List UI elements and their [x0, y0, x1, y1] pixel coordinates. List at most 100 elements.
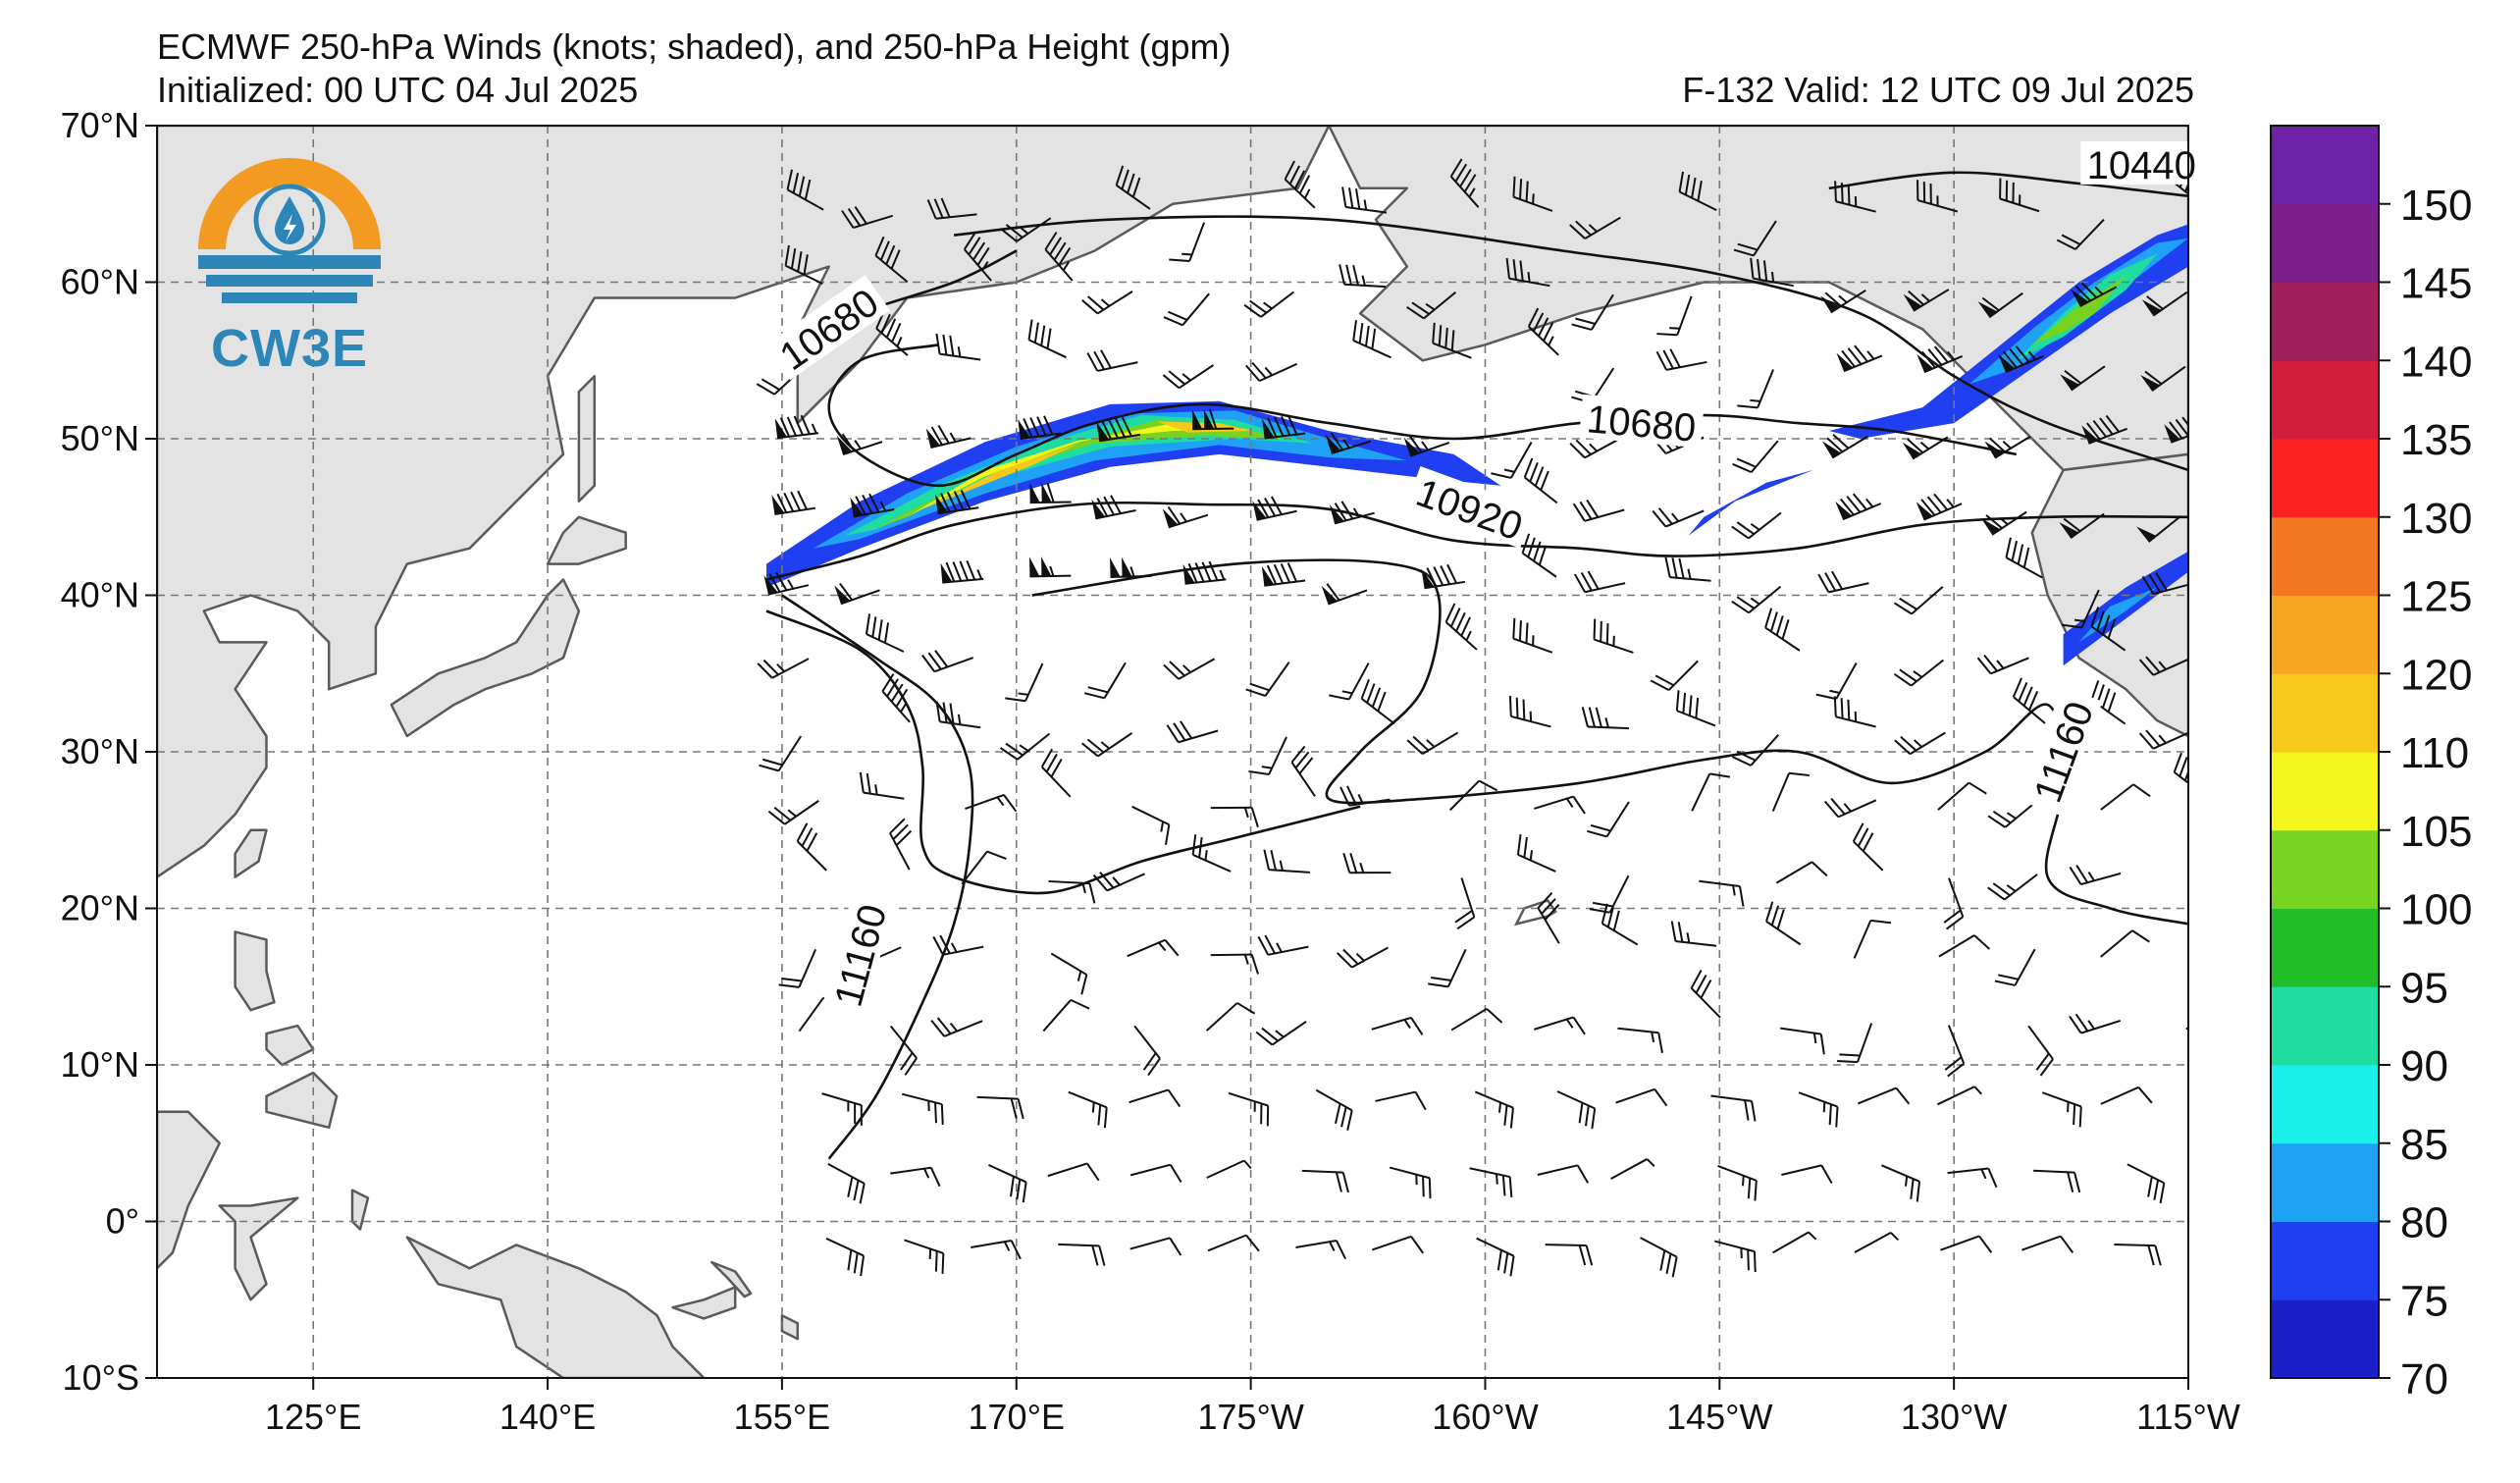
- wind-barb: [2027, 1025, 2054, 1077]
- barb-full: [1360, 678, 1370, 700]
- barb-half: [1076, 971, 1082, 981]
- barb-full: [1236, 1002, 1256, 1015]
- barb-full: [847, 1249, 853, 1271]
- wind-barb: [1947, 1167, 1998, 1189]
- barb-full: [1433, 566, 1444, 586]
- barb-full: [1852, 493, 1867, 510]
- barb-full: [1087, 295, 1105, 311]
- barb-half: [1112, 876, 1121, 886]
- barb-full: [1933, 493, 1949, 511]
- barb-full: [890, 683, 904, 703]
- wind-barb: [1835, 493, 1882, 521]
- barb-staff: [1757, 369, 1774, 408]
- wind-barb: [1650, 660, 1699, 692]
- barb-half: [1355, 952, 1365, 962]
- barb-full: [1586, 499, 1600, 518]
- barb-flag: [834, 585, 851, 605]
- barb-full: [1900, 735, 1917, 752]
- barb-flag: [1403, 437, 1420, 456]
- barb-full: [952, 561, 963, 582]
- barb-full: [762, 659, 779, 676]
- barb-staff: [1913, 289, 1950, 312]
- barb-flag: [2060, 374, 2079, 391]
- barb-full: [1571, 323, 1593, 331]
- colorbar-swatch: [2271, 282, 2379, 361]
- barb-full: [1691, 177, 1697, 198]
- barb-half: [1468, 187, 1476, 198]
- barb-full: [1016, 1179, 1022, 1200]
- barb-staff: [1940, 1235, 1980, 1251]
- barb-half: [1920, 293, 1930, 302]
- barb-full: [1981, 296, 2000, 312]
- barb-full: [1280, 563, 1291, 583]
- barb-full: [1000, 747, 1019, 761]
- barb-full: [1509, 1255, 1515, 1277]
- barb-full: [839, 582, 854, 601]
- wind-barb: [1714, 1240, 1757, 1273]
- barb-full: [1410, 1017, 1424, 1035]
- barb-staff: [798, 948, 817, 988]
- barb-full: [2012, 677, 2022, 698]
- contour-10920: [765, 501, 2188, 581]
- barb-full: [1573, 573, 1586, 593]
- barb-full: [1017, 1098, 1024, 1120]
- barb-full: [2090, 680, 2100, 701]
- barb-half: [1548, 336, 1554, 346]
- barb-full: [1264, 934, 1276, 954]
- barb-half: [1808, 1231, 1817, 1241]
- barb-staff: [784, 800, 819, 825]
- barb-full: [1261, 1027, 1279, 1042]
- barb-staff: [1129, 1088, 1169, 1104]
- wind-barb: [1836, 344, 1883, 373]
- barb-full: [761, 758, 783, 767]
- wind-barb: [1110, 556, 1152, 579]
- barb-full: [1330, 432, 1344, 450]
- barb-full: [1108, 419, 1119, 439]
- barb-staff: [1610, 1158, 1648, 1180]
- barb-full: [960, 490, 971, 509]
- barb-full: [1847, 699, 1851, 720]
- barb-full: [2183, 768, 2188, 781]
- barb-full: [1243, 303, 1262, 318]
- wind-barb: [859, 771, 905, 800]
- barb-half: [2006, 812, 2017, 820]
- wind-barb: [836, 433, 883, 456]
- wind-barb: [1449, 158, 1480, 208]
- barb-staff: [1772, 1231, 1810, 1254]
- barb-full: [2147, 1245, 2155, 1266]
- colorbar-swatch: [2271, 1065, 2379, 1144]
- barb-full: [1652, 509, 1667, 528]
- wind-barb: [1018, 415, 1062, 441]
- logo-text: CW3E: [210, 319, 368, 378]
- barb-half: [1279, 860, 1284, 872]
- barb-full: [1575, 317, 1596, 325]
- barb-full: [1406, 739, 1424, 755]
- wind-barb: [1858, 1086, 1911, 1105]
- barb-full: [1575, 439, 1592, 455]
- barb-full: [2090, 607, 2100, 627]
- wind-barb: [1042, 998, 1090, 1033]
- barb-half: [1263, 301, 1273, 310]
- barb-full: [768, 573, 781, 593]
- barb-full: [926, 199, 937, 220]
- barb-staff: [1264, 579, 1306, 587]
- wind-barb: [1243, 291, 1294, 318]
- lat-tick-label: 70°N: [61, 105, 139, 145]
- barb-flag: [836, 436, 853, 455]
- barb-full: [1837, 1059, 1859, 1064]
- barb-full: [880, 313, 891, 334]
- barb-flag: [1091, 499, 1106, 519]
- barb-full: [2197, 824, 2213, 837]
- barb-full: [2074, 1013, 2089, 1033]
- barb-full: [1508, 696, 1512, 716]
- barb-full: [1580, 572, 1593, 592]
- wind-barb: [1044, 232, 1074, 282]
- wind-barb: [2164, 415, 2188, 444]
- barb-full: [1591, 1108, 1597, 1130]
- contour-11160-loop: [765, 609, 1361, 895]
- barb-staff: [1129, 1237, 1171, 1250]
- wind-barb: [1083, 662, 1127, 700]
- barb-staff: [1095, 508, 1136, 520]
- barb-full: [853, 1252, 859, 1274]
